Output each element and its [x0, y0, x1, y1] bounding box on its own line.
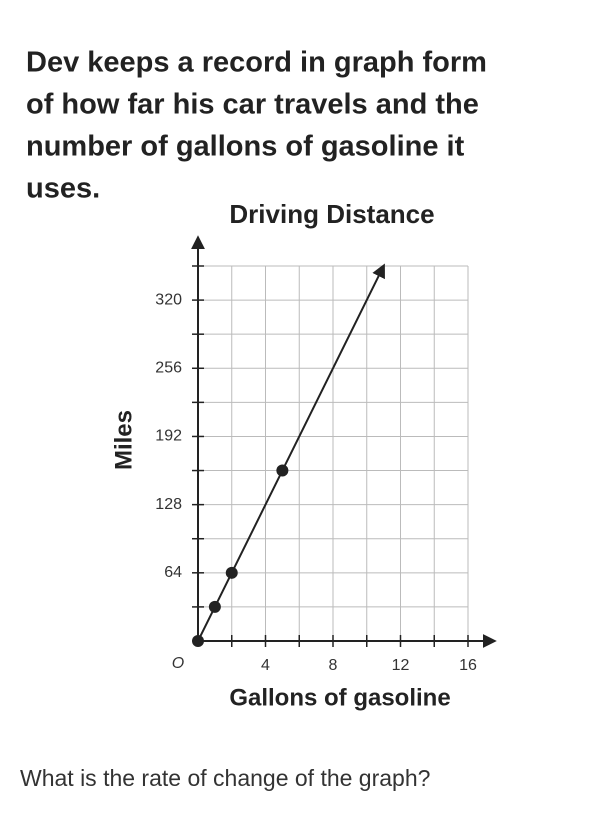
data-point	[276, 464, 289, 477]
x-tick-label: 12	[392, 657, 410, 674]
x-tick-label: 4	[261, 657, 270, 674]
x-tick-label: 8	[329, 657, 338, 674]
origin-label: O	[172, 655, 184, 672]
intro-line: Dev keeps a record in graph form	[26, 47, 487, 79]
y-tick-label: 256	[155, 359, 182, 376]
data-line	[197, 263, 385, 642]
question: What is the rate of change of the graph?	[20, 765, 430, 791]
y-tick-label: 128	[155, 496, 182, 513]
x-tick-label: 16	[459, 657, 477, 674]
intro-line: number of gallons of gasoline it	[26, 131, 465, 163]
data-point	[225, 566, 238, 579]
y-tick-label: 64	[164, 564, 182, 581]
x-axis-label: Gallons of gasoline	[229, 684, 450, 711]
intro-line: uses.	[26, 173, 100, 205]
y-tick-label: 320	[155, 291, 182, 308]
data-point	[192, 635, 204, 647]
plot: 4 8 12 16 64 128 192 256 320	[155, 235, 497, 674]
chart-title: Driving Distance	[229, 199, 434, 229]
intro-text: Dev keeps a record in graph form of how f…	[26, 47, 487, 205]
intro-line: of how far his car travels and the	[26, 89, 479, 121]
y-axis-label: Miles	[110, 410, 137, 470]
data-point	[208, 600, 221, 613]
y-tick-label: 192	[155, 428, 182, 445]
